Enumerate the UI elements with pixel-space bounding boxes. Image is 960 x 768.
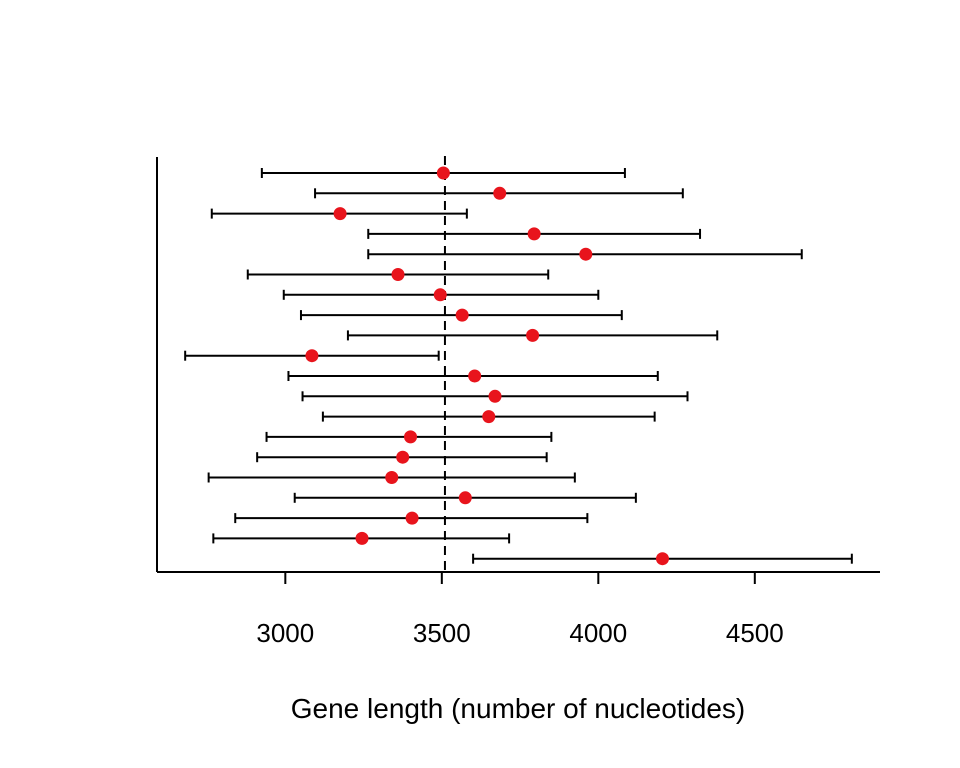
x-ticks: 3000 3500 4000 4500 [256,572,784,648]
data-point [385,471,399,484]
data-point [404,430,418,444]
data-point [396,450,410,464]
x-tick-label: 4000 [569,618,627,648]
error-bars [184,168,853,564]
data-point [527,227,541,241]
x-axis-label: Gene length (number of nucleotides) [291,693,746,724]
data-point [355,531,369,545]
x-tick-label: 4500 [726,618,784,648]
x-tick-label: 3000 [256,618,314,648]
points [305,166,669,566]
data-point [579,247,593,261]
data-point [482,410,496,424]
data-point [468,369,482,383]
data-point [305,349,319,363]
data-point [391,268,405,281]
data-point [455,308,469,322]
data-point [493,186,507,200]
x-tick-label: 3500 [413,618,471,648]
data-point [333,207,347,221]
data-point [433,288,447,302]
plot-area [184,156,853,572]
data-point [488,389,502,403]
data-point [655,552,669,566]
data-point [405,511,419,525]
data-point [458,491,472,505]
data-point [526,328,540,342]
data-point [436,166,450,180]
